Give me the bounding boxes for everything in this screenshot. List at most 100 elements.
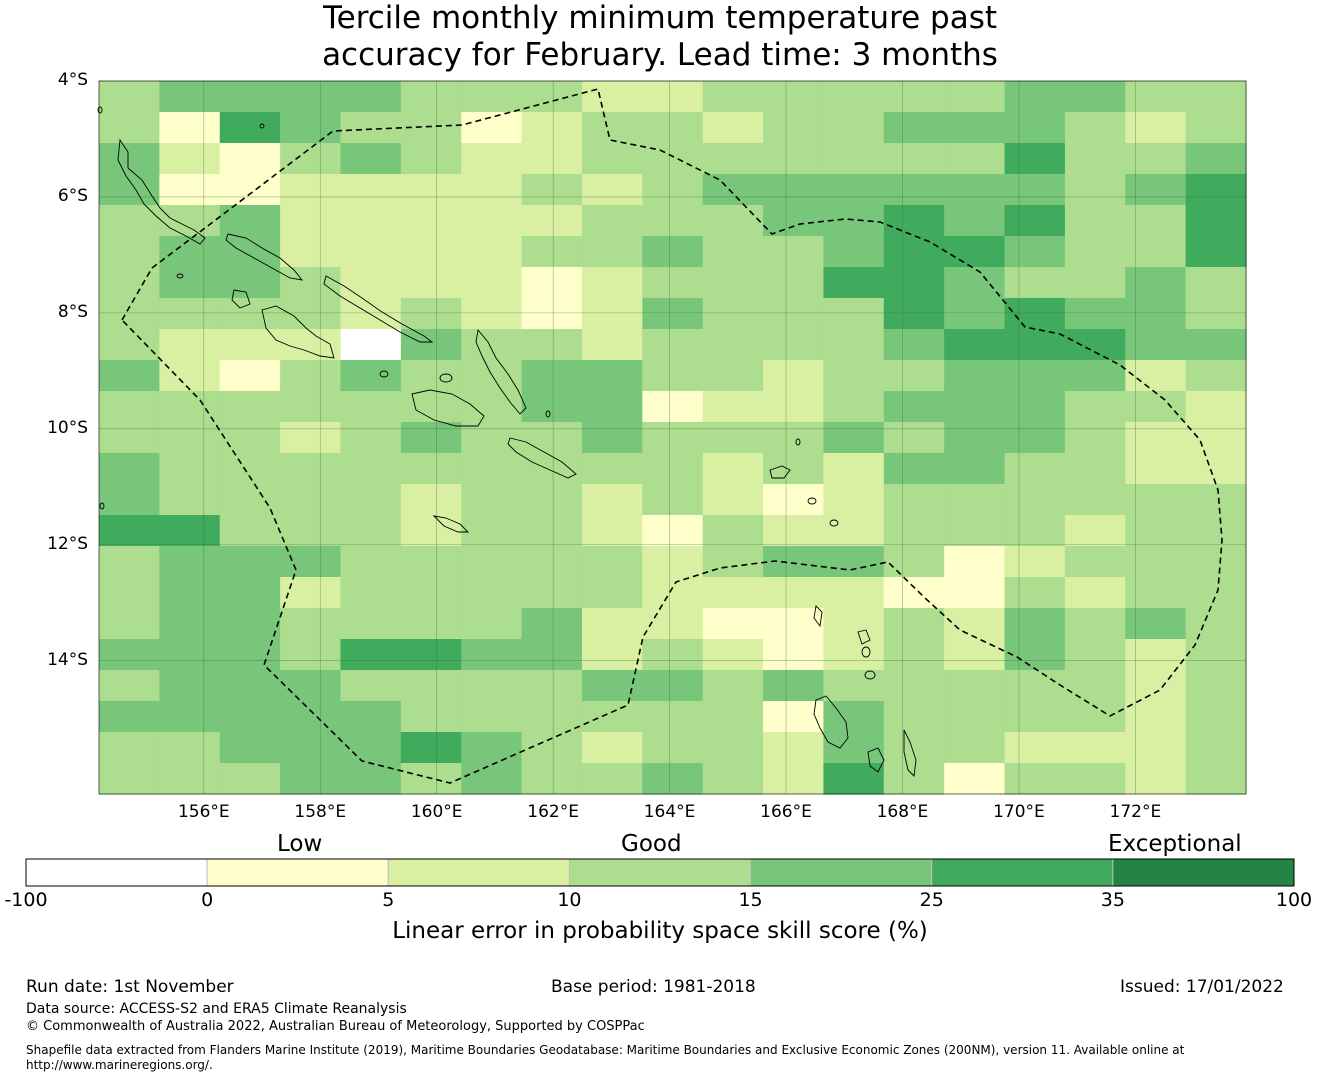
skill-cell bbox=[702, 205, 764, 237]
skill-cell bbox=[581, 639, 643, 671]
skill-cell bbox=[823, 329, 885, 361]
skill-cell bbox=[521, 112, 583, 144]
skill-cell bbox=[521, 639, 583, 671]
skill-cell bbox=[400, 670, 462, 702]
skill-cell bbox=[219, 608, 281, 640]
colorbar-segment bbox=[25, 858, 208, 887]
skill-cell bbox=[159, 608, 221, 640]
skill-cell bbox=[99, 391, 160, 423]
skill-cell bbox=[581, 577, 643, 609]
skill-cell bbox=[1064, 701, 1126, 733]
skill-cell bbox=[581, 174, 643, 206]
skill-cell bbox=[1004, 546, 1066, 578]
skill-cell bbox=[219, 577, 281, 609]
skill-cell bbox=[1185, 763, 1247, 795]
skill-cell bbox=[280, 205, 342, 237]
skill-cell bbox=[944, 639, 1006, 671]
skill-cell bbox=[280, 81, 342, 113]
skill-cell bbox=[340, 732, 402, 764]
skill-cell bbox=[280, 174, 342, 206]
skill-cell bbox=[883, 143, 945, 175]
coastline-guadalcanal bbox=[411, 389, 485, 427]
skill-cell bbox=[1185, 360, 1247, 392]
skill-cell bbox=[1185, 236, 1247, 268]
skill-cell bbox=[1125, 205, 1187, 237]
skill-cell bbox=[1185, 112, 1247, 144]
skill-cell bbox=[1064, 112, 1126, 144]
skill-cell bbox=[400, 329, 462, 361]
skill-cell bbox=[1185, 546, 1247, 578]
colorbar-tick-label: 100 bbox=[1275, 889, 1313, 911]
skill-cell bbox=[702, 298, 764, 330]
skill-cell bbox=[400, 298, 462, 330]
skill-cell bbox=[1125, 360, 1187, 392]
skill-cell bbox=[1064, 205, 1126, 237]
skill-cell bbox=[944, 112, 1006, 144]
skill-cell bbox=[883, 701, 945, 733]
skill-cell bbox=[1125, 484, 1187, 516]
skill-cell bbox=[219, 763, 281, 795]
skill-cell bbox=[763, 329, 825, 361]
skill-cell bbox=[1064, 732, 1126, 764]
coastline-torres bbox=[813, 605, 823, 628]
title-line-1: Tercile monthly minimum temperature past bbox=[322, 0, 998, 36]
skill-cell bbox=[400, 577, 462, 609]
skill-cell bbox=[461, 515, 523, 547]
skill-cell bbox=[763, 143, 825, 175]
skill-cell bbox=[1125, 608, 1187, 640]
skill-cell bbox=[883, 391, 945, 423]
skill-cell bbox=[1004, 763, 1066, 795]
skill-cell bbox=[642, 174, 704, 206]
skill-cell bbox=[1185, 329, 1247, 361]
skill-cell bbox=[883, 298, 945, 330]
skill-cell bbox=[823, 577, 885, 609]
skill-cell bbox=[642, 670, 704, 702]
skill-cell bbox=[340, 701, 402, 733]
skill-cell bbox=[400, 515, 462, 547]
skill-cell bbox=[944, 453, 1006, 485]
coastline-santa-isabel bbox=[323, 275, 434, 343]
skill-cell bbox=[461, 143, 523, 175]
skill-cell bbox=[763, 236, 825, 268]
skill-cell bbox=[340, 143, 402, 175]
skill-cell bbox=[642, 577, 704, 609]
coastline-pentecost bbox=[903, 729, 917, 777]
skill-cell bbox=[400, 639, 462, 671]
skill-cell bbox=[521, 670, 583, 702]
skill-cell bbox=[1004, 453, 1066, 485]
skill-cell bbox=[883, 546, 945, 578]
skill-cell bbox=[581, 453, 643, 485]
skill-cell bbox=[581, 391, 643, 423]
skill-cell bbox=[883, 174, 945, 206]
skill-cell bbox=[944, 701, 1006, 733]
skill-cell bbox=[823, 298, 885, 330]
title-line-2: accuracy for February. Lead time: 3 mont… bbox=[322, 37, 998, 73]
skill-cell bbox=[280, 143, 342, 175]
skill-cell bbox=[280, 639, 342, 671]
skill-cell bbox=[581, 422, 643, 454]
skill-cell bbox=[400, 701, 462, 733]
colorbar-segment bbox=[568, 858, 752, 887]
skill-cell bbox=[521, 484, 583, 516]
skill-cell bbox=[99, 81, 160, 113]
skill-cell bbox=[400, 484, 462, 516]
skill-cell bbox=[219, 515, 281, 547]
skill-cell bbox=[99, 515, 160, 547]
skill-cell bbox=[159, 205, 221, 237]
coastline-makira bbox=[507, 437, 577, 479]
skill-cell bbox=[521, 577, 583, 609]
colorbar-segment bbox=[931, 858, 1114, 887]
skill-cell bbox=[823, 112, 885, 144]
skill-cell bbox=[823, 391, 885, 423]
skill-cell bbox=[521, 360, 583, 392]
skill-cell bbox=[280, 391, 342, 423]
skill-cell bbox=[944, 608, 1006, 640]
skill-cell bbox=[883, 453, 945, 485]
skill-cell bbox=[159, 391, 221, 423]
colorbar-segment bbox=[387, 858, 570, 887]
skill-cell bbox=[400, 422, 462, 454]
skill-grid-cells bbox=[99, 81, 1247, 795]
skill-cell bbox=[1125, 577, 1187, 609]
skill-cell bbox=[340, 174, 402, 206]
